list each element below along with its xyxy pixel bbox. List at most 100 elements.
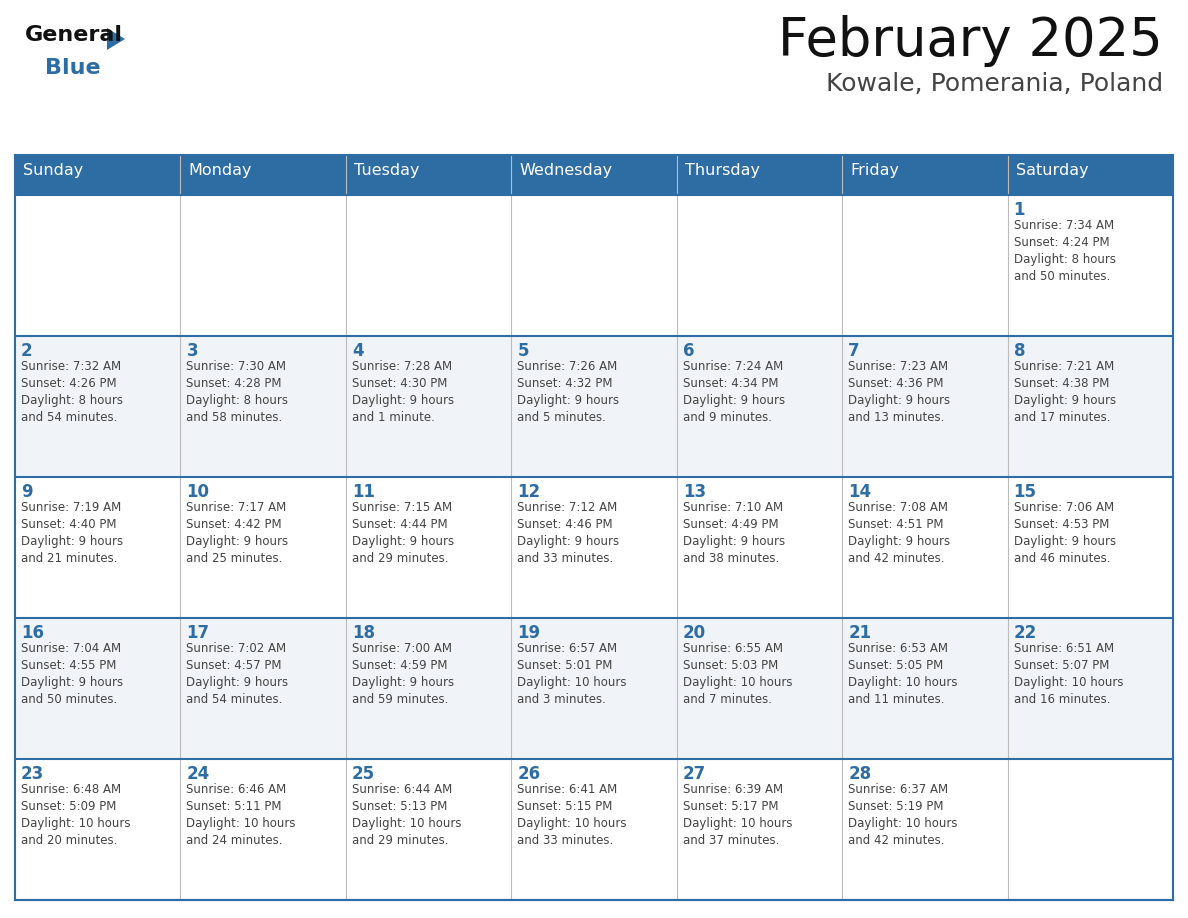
Text: Daylight: 9 hours: Daylight: 9 hours — [21, 676, 124, 689]
Text: 23: 23 — [21, 765, 44, 783]
Text: 18: 18 — [352, 624, 375, 642]
Text: 19: 19 — [517, 624, 541, 642]
Text: and 20 minutes.: and 20 minutes. — [21, 834, 118, 847]
Bar — [15, 618, 181, 759]
Polygon shape — [107, 28, 125, 50]
Text: Sunset: 4:38 PM: Sunset: 4:38 PM — [1013, 377, 1108, 390]
Text: Sunrise: 7:08 AM: Sunrise: 7:08 AM — [848, 501, 948, 514]
Text: 6: 6 — [683, 342, 694, 360]
Text: Sunrise: 6:39 AM: Sunrise: 6:39 AM — [683, 783, 783, 796]
Text: Sunset: 4:44 PM: Sunset: 4:44 PM — [352, 518, 448, 531]
Bar — [511, 336, 677, 477]
Text: Sunset: 4:55 PM: Sunset: 4:55 PM — [21, 659, 116, 672]
Text: Sunrise: 6:44 AM: Sunrise: 6:44 AM — [352, 783, 453, 796]
Text: Sunset: 4:46 PM: Sunset: 4:46 PM — [517, 518, 613, 531]
Text: Sunset: 4:42 PM: Sunset: 4:42 PM — [187, 518, 282, 531]
Text: Sunset: 4:36 PM: Sunset: 4:36 PM — [848, 377, 943, 390]
Text: and 42 minutes.: and 42 minutes. — [848, 834, 944, 847]
Text: and 33 minutes.: and 33 minutes. — [517, 552, 613, 565]
Text: Sunset: 4:32 PM: Sunset: 4:32 PM — [517, 377, 613, 390]
Bar — [842, 759, 1007, 900]
Text: and 29 minutes.: and 29 minutes. — [352, 834, 448, 847]
Text: Sunrise: 7:23 AM: Sunrise: 7:23 AM — [848, 360, 948, 373]
Text: Sunrise: 6:55 AM: Sunrise: 6:55 AM — [683, 642, 783, 655]
Text: Sunset: 4:59 PM: Sunset: 4:59 PM — [352, 659, 448, 672]
Bar — [346, 477, 511, 618]
Text: Daylight: 9 hours: Daylight: 9 hours — [1013, 394, 1116, 407]
Text: and 21 minutes.: and 21 minutes. — [21, 552, 118, 565]
Text: Daylight: 9 hours: Daylight: 9 hours — [683, 394, 785, 407]
Bar — [677, 759, 842, 900]
Text: Sunday: Sunday — [23, 163, 83, 178]
Text: 15: 15 — [1013, 483, 1037, 501]
Bar — [677, 477, 842, 618]
Text: Sunrise: 6:41 AM: Sunrise: 6:41 AM — [517, 783, 618, 796]
Text: Daylight: 10 hours: Daylight: 10 hours — [1013, 676, 1123, 689]
Text: Daylight: 9 hours: Daylight: 9 hours — [352, 394, 454, 407]
Text: Sunset: 4:26 PM: Sunset: 4:26 PM — [21, 377, 116, 390]
Text: Daylight: 8 hours: Daylight: 8 hours — [187, 394, 289, 407]
Text: Daylight: 10 hours: Daylight: 10 hours — [848, 676, 958, 689]
Bar — [677, 618, 842, 759]
Text: Sunset: 4:57 PM: Sunset: 4:57 PM — [187, 659, 282, 672]
Text: and 29 minutes.: and 29 minutes. — [352, 552, 448, 565]
Text: Tuesday: Tuesday — [354, 163, 419, 178]
Text: General: General — [25, 25, 124, 45]
Text: 13: 13 — [683, 483, 706, 501]
Text: 28: 28 — [848, 765, 871, 783]
Bar — [842, 195, 1007, 336]
Text: Sunset: 5:13 PM: Sunset: 5:13 PM — [352, 800, 447, 813]
Text: 25: 25 — [352, 765, 375, 783]
Bar — [842, 477, 1007, 618]
Text: and 33 minutes.: and 33 minutes. — [517, 834, 613, 847]
Text: Blue: Blue — [45, 58, 101, 78]
Text: Daylight: 9 hours: Daylight: 9 hours — [1013, 535, 1116, 548]
Text: and 50 minutes.: and 50 minutes. — [1013, 270, 1110, 283]
Text: and 5 minutes.: and 5 minutes. — [517, 411, 606, 424]
Bar — [1007, 195, 1173, 336]
Bar — [346, 618, 511, 759]
Bar — [181, 195, 346, 336]
Text: Sunrise: 7:32 AM: Sunrise: 7:32 AM — [21, 360, 121, 373]
Text: Sunrise: 7:10 AM: Sunrise: 7:10 AM — [683, 501, 783, 514]
Bar — [346, 336, 511, 477]
Text: 2: 2 — [21, 342, 32, 360]
Text: Sunset: 4:30 PM: Sunset: 4:30 PM — [352, 377, 447, 390]
Text: Daylight: 9 hours: Daylight: 9 hours — [352, 676, 454, 689]
Text: and 50 minutes.: and 50 minutes. — [21, 693, 118, 706]
Text: Sunset: 5:17 PM: Sunset: 5:17 PM — [683, 800, 778, 813]
Text: Sunset: 4:53 PM: Sunset: 4:53 PM — [1013, 518, 1108, 531]
Text: 8: 8 — [1013, 342, 1025, 360]
Text: 21: 21 — [848, 624, 871, 642]
Text: Sunrise: 7:19 AM: Sunrise: 7:19 AM — [21, 501, 121, 514]
Text: Sunrise: 7:21 AM: Sunrise: 7:21 AM — [1013, 360, 1114, 373]
Text: Daylight: 9 hours: Daylight: 9 hours — [517, 535, 619, 548]
Text: Sunset: 5:03 PM: Sunset: 5:03 PM — [683, 659, 778, 672]
Bar — [346, 195, 511, 336]
Text: Sunrise: 7:24 AM: Sunrise: 7:24 AM — [683, 360, 783, 373]
Text: Sunrise: 6:46 AM: Sunrise: 6:46 AM — [187, 783, 286, 796]
Text: 16: 16 — [21, 624, 44, 642]
Text: and 9 minutes.: and 9 minutes. — [683, 411, 772, 424]
Bar — [1007, 759, 1173, 900]
Text: 9: 9 — [21, 483, 32, 501]
Text: Daylight: 9 hours: Daylight: 9 hours — [187, 676, 289, 689]
Text: Daylight: 9 hours: Daylight: 9 hours — [187, 535, 289, 548]
Text: 24: 24 — [187, 765, 209, 783]
Text: Saturday: Saturday — [1016, 163, 1088, 178]
Text: and 7 minutes.: and 7 minutes. — [683, 693, 772, 706]
Bar — [677, 336, 842, 477]
Text: Sunrise: 7:06 AM: Sunrise: 7:06 AM — [1013, 501, 1113, 514]
Text: Sunrise: 7:04 AM: Sunrise: 7:04 AM — [21, 642, 121, 655]
Text: Sunset: 4:40 PM: Sunset: 4:40 PM — [21, 518, 116, 531]
Text: and 16 minutes.: and 16 minutes. — [1013, 693, 1110, 706]
Text: and 1 minute.: and 1 minute. — [352, 411, 435, 424]
Text: and 59 minutes.: and 59 minutes. — [352, 693, 448, 706]
Bar — [511, 195, 677, 336]
Text: Daylight: 10 hours: Daylight: 10 hours — [848, 817, 958, 830]
Text: Sunrise: 6:53 AM: Sunrise: 6:53 AM — [848, 642, 948, 655]
Text: 7: 7 — [848, 342, 860, 360]
Text: Sunrise: 7:30 AM: Sunrise: 7:30 AM — [187, 360, 286, 373]
Text: Monday: Monday — [189, 163, 252, 178]
Bar — [15, 336, 181, 477]
